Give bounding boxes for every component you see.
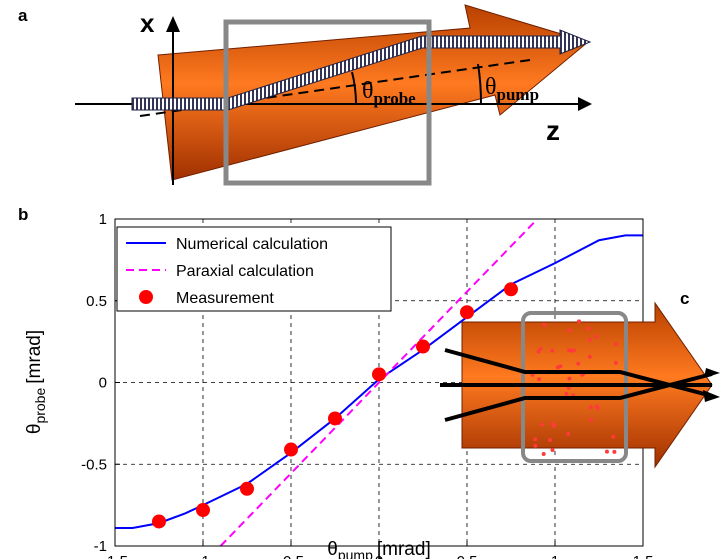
arrow-head bbox=[166, 16, 180, 32]
y-tick-label: -0.5 bbox=[81, 456, 107, 473]
x-tick-label: 1.5 bbox=[633, 553, 654, 559]
atom bbox=[594, 334, 599, 339]
atom bbox=[533, 443, 538, 448]
symbol: θ bbox=[485, 74, 497, 100]
angle-label: θpump bbox=[485, 74, 539, 104]
legend-box bbox=[116, 226, 392, 312]
subscript: pump bbox=[338, 547, 373, 559]
x-tick-label: 1 bbox=[551, 553, 559, 559]
legend-label: Measurement bbox=[176, 290, 274, 307]
arrow-head bbox=[703, 390, 720, 402]
measurement-point bbox=[460, 305, 474, 320]
x-tick-label: 0 bbox=[375, 553, 383, 559]
angle-arc bbox=[477, 63, 483, 105]
diagram-c bbox=[440, 301, 720, 469]
atom bbox=[604, 449, 609, 454]
measurement-point bbox=[196, 503, 210, 518]
panel-label: a bbox=[18, 6, 28, 25]
atom bbox=[537, 377, 542, 382]
legend: Numerical calculation Paraxial calculatio… bbox=[116, 226, 392, 312]
axis-name: x bbox=[140, 8, 155, 38]
measurement-point bbox=[284, 442, 298, 457]
atom bbox=[611, 434, 616, 439]
atom bbox=[542, 322, 547, 327]
legend-label: Numerical calculation bbox=[176, 236, 328, 253]
atom bbox=[540, 422, 545, 427]
x-tick-label: -0.5 bbox=[278, 553, 304, 559]
atom bbox=[541, 452, 546, 457]
legend-label: Paraxial calculation bbox=[176, 263, 314, 280]
atom bbox=[576, 361, 581, 366]
atom bbox=[550, 421, 555, 426]
panel-label: c bbox=[680, 289, 689, 308]
y-tick-label: 1 bbox=[99, 211, 107, 228]
atom bbox=[613, 342, 618, 347]
atom bbox=[569, 348, 574, 353]
atom bbox=[587, 337, 592, 342]
subscript: probe bbox=[32, 388, 48, 424]
atom bbox=[538, 346, 543, 351]
atom bbox=[577, 319, 582, 324]
atom bbox=[589, 417, 594, 422]
atom bbox=[533, 437, 538, 442]
y-tick-label: 0.5 bbox=[86, 293, 107, 310]
probe-rays bbox=[440, 348, 713, 422]
atom bbox=[613, 360, 618, 365]
atom bbox=[586, 326, 591, 331]
unit: [mrad] bbox=[24, 330, 45, 384]
subscript: probe bbox=[374, 89, 417, 108]
atom bbox=[567, 376, 572, 381]
atom bbox=[550, 447, 555, 452]
x-tick-label: 0.5 bbox=[457, 553, 478, 559]
atom bbox=[588, 405, 593, 410]
paraxial-line bbox=[219, 219, 539, 546]
arrow-head bbox=[704, 368, 720, 378]
symbol: θ bbox=[327, 539, 338, 559]
symbol: θ bbox=[24, 424, 45, 435]
x-tick-label: -1 bbox=[196, 553, 209, 559]
measurement-point bbox=[504, 282, 518, 297]
x-tick-label: -1.5 bbox=[102, 553, 128, 559]
legend-swatch bbox=[139, 290, 153, 304]
atom bbox=[564, 391, 569, 396]
arrow-head bbox=[578, 97, 592, 111]
unit: [mrad] bbox=[377, 539, 431, 559]
angle-label: θprobe bbox=[362, 78, 416, 108]
y-tick-label: -1 bbox=[94, 538, 107, 555]
atom bbox=[587, 354, 592, 359]
x-axis-label: θpump [mrad] bbox=[327, 539, 430, 559]
atom bbox=[612, 449, 617, 454]
symbol: θ bbox=[362, 78, 374, 104]
probe-beam bbox=[131, 29, 592, 111]
atom bbox=[550, 348, 555, 353]
measurement-point bbox=[372, 367, 386, 382]
y-axis-label: θprobe [mrad] bbox=[24, 330, 48, 434]
series-layer bbox=[115, 219, 643, 546]
measurement-point bbox=[152, 514, 166, 529]
atom bbox=[555, 365, 560, 370]
y-tick-label: 0 bbox=[99, 375, 107, 392]
panel-label: b bbox=[18, 205, 28, 224]
diagram-a bbox=[75, 4, 592, 186]
atom bbox=[566, 431, 571, 436]
subscript: pump bbox=[497, 85, 540, 104]
numerical-line bbox=[115, 234, 643, 530]
angle-arc bbox=[351, 71, 357, 105]
window bbox=[223, 19, 432, 186]
measurement-point bbox=[328, 411, 342, 426]
atom bbox=[567, 328, 572, 333]
atom bbox=[594, 404, 599, 409]
atom bbox=[547, 438, 552, 443]
measurement-point bbox=[416, 339, 430, 354]
measurement-point bbox=[240, 481, 254, 496]
axis-name: z bbox=[546, 115, 560, 146]
